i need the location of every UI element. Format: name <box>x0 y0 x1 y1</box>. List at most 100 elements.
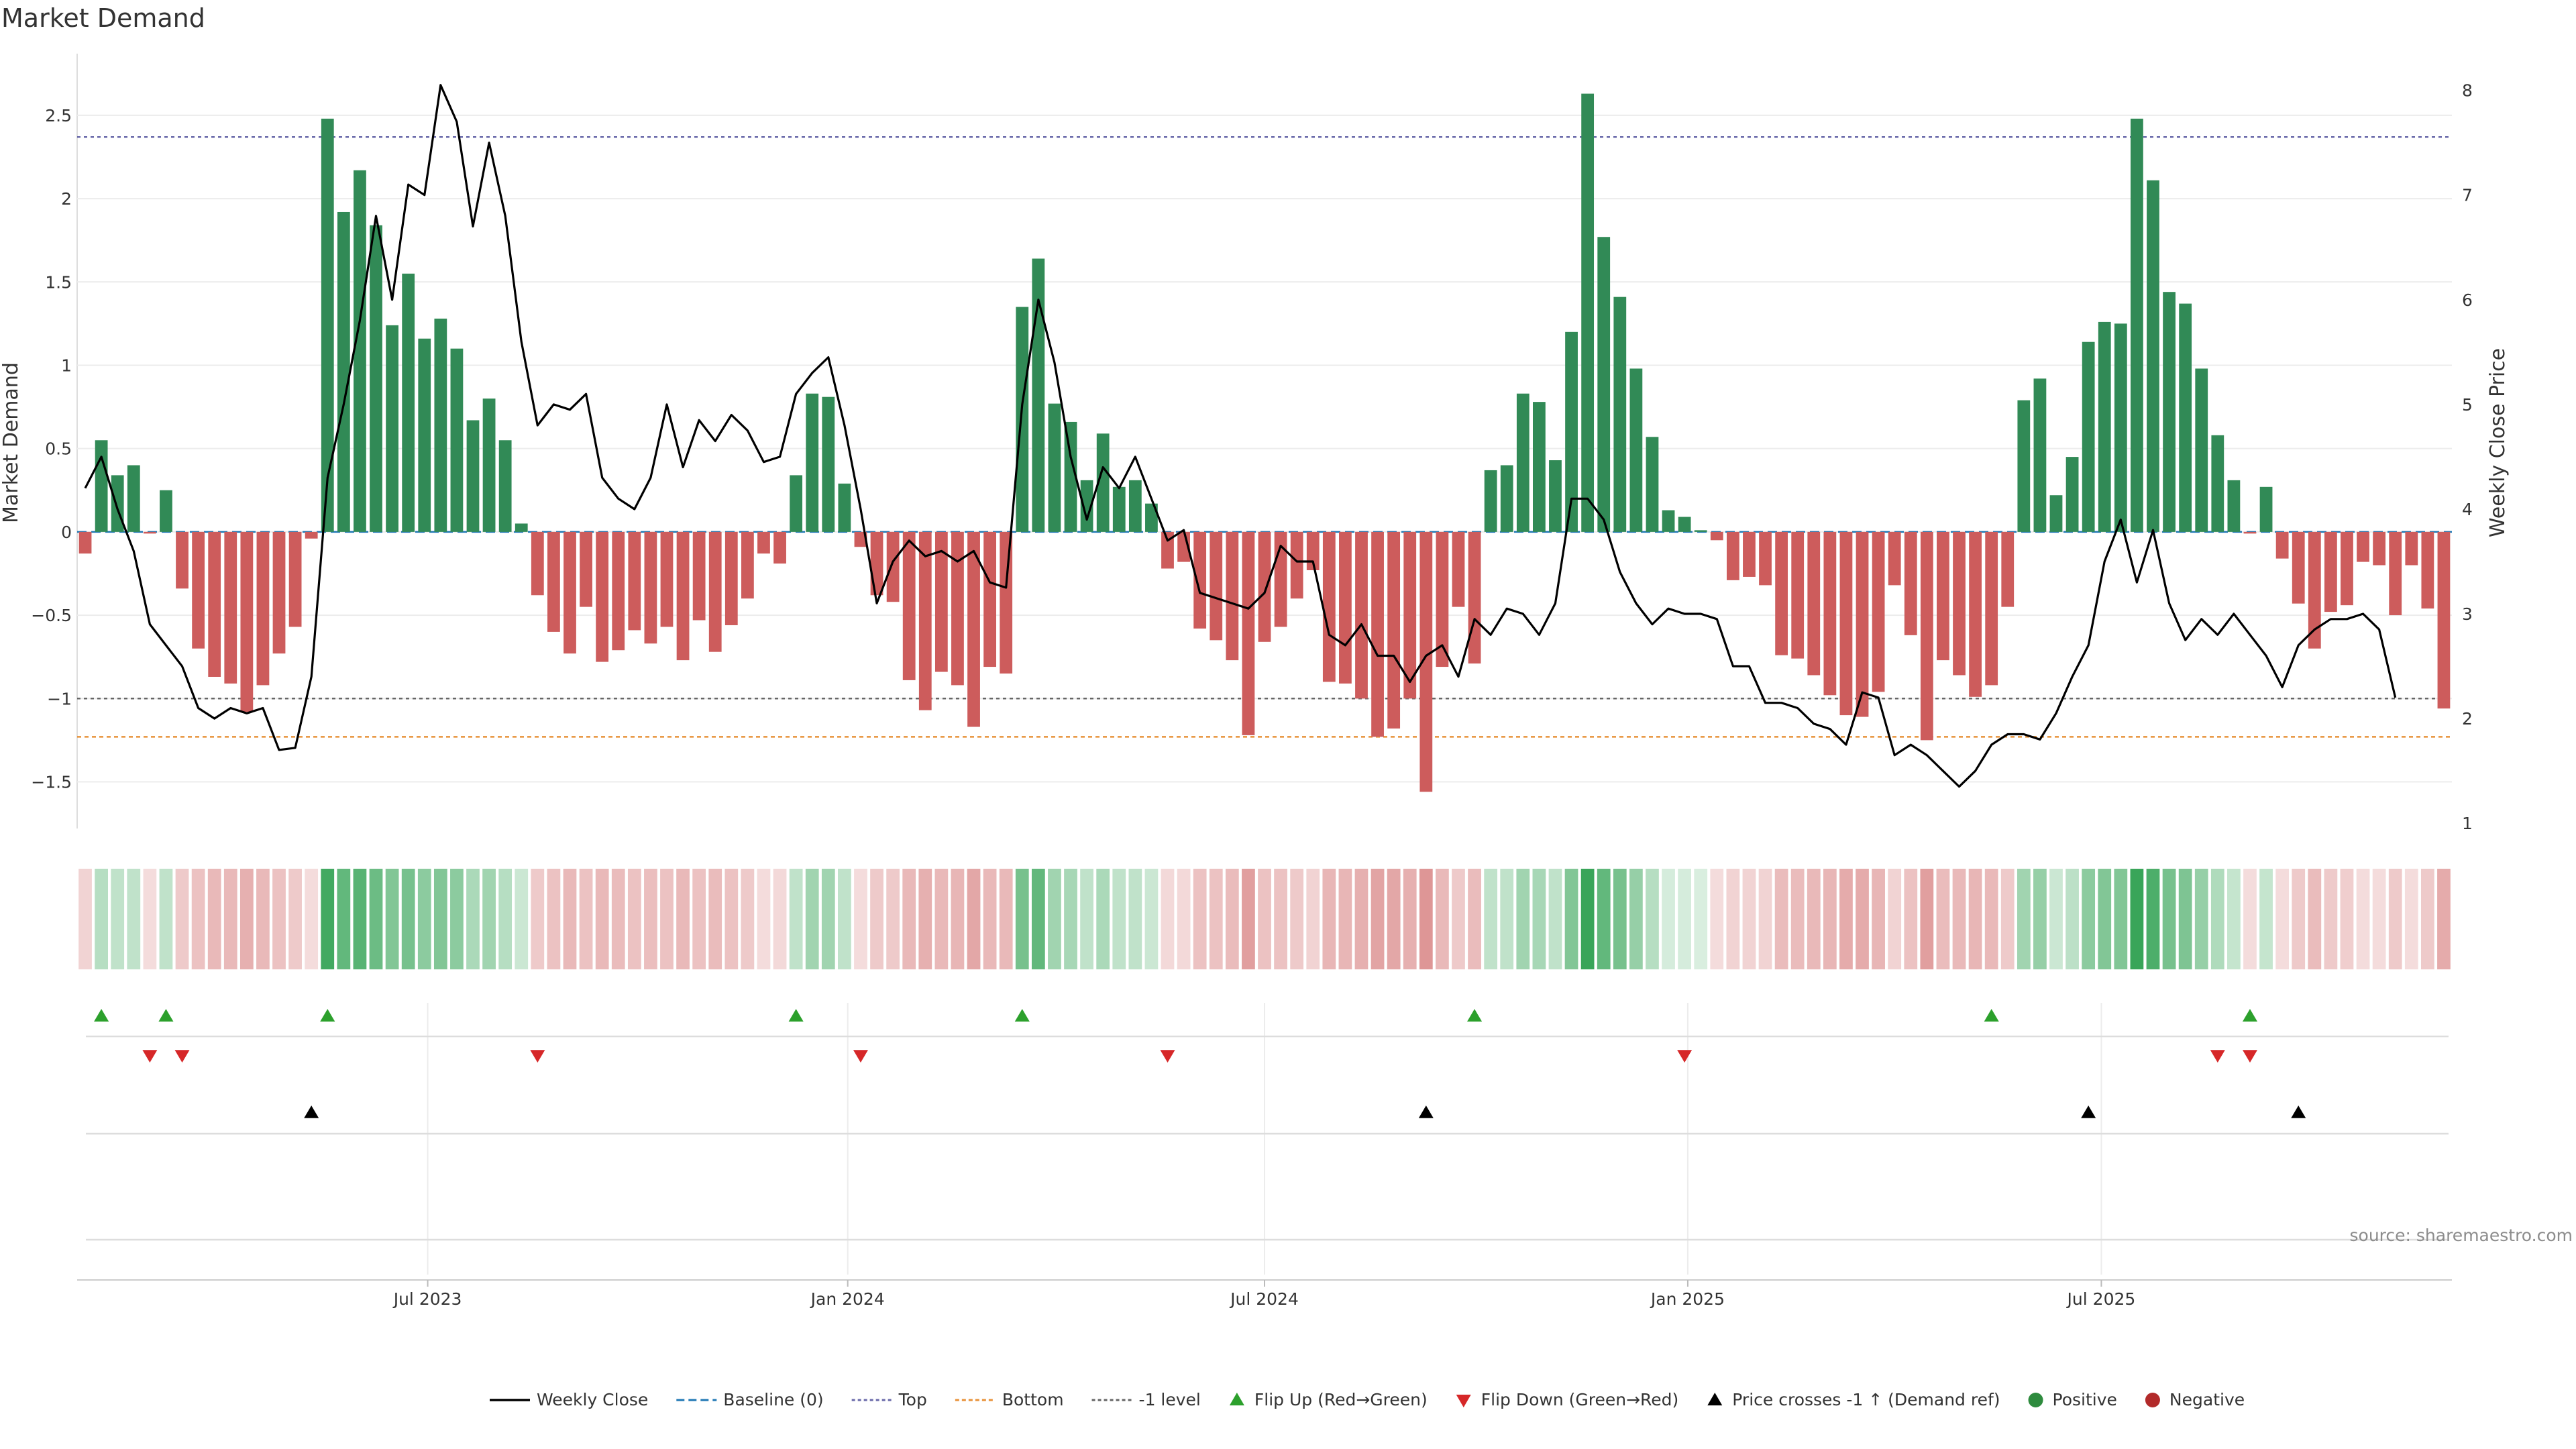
shading-cell <box>821 869 835 969</box>
demand-bar <box>515 523 528 532</box>
shading-cell <box>1112 869 1126 969</box>
demand-bar <box>418 338 431 532</box>
demand-bar <box>1629 368 1643 532</box>
demand-bar <box>1112 486 1126 532</box>
shading-cell <box>159 869 173 969</box>
demand-bar <box>741 531 754 599</box>
legend-triangle-up <box>1707 1393 1723 1405</box>
demand-bar <box>354 170 366 532</box>
demand-bar <box>1726 531 1739 580</box>
demand-bar <box>1419 531 1433 792</box>
demand-bar <box>1549 460 1562 532</box>
demand-bar <box>1646 437 1659 532</box>
price-cross-marker <box>2081 1106 2096 1118</box>
shading-cell <box>1500 869 1514 969</box>
legend-triangle-up <box>1229 1393 1244 1405</box>
demand-bar <box>482 398 496 532</box>
demand-bar <box>1807 531 1821 676</box>
demand-bar <box>2421 531 2434 609</box>
demand-bar <box>822 396 835 532</box>
shading-cell <box>288 869 302 969</box>
demand-bar <box>1403 531 1417 699</box>
shading-cell <box>2308 869 2322 969</box>
shading-cell <box>983 869 997 969</box>
legend-label: Baseline (0) <box>723 1390 823 1409</box>
shading-cell <box>207 869 221 969</box>
shading-cell <box>1403 869 1417 969</box>
shading-cell <box>401 869 415 969</box>
flip-up-marker <box>1984 1009 1999 1022</box>
shading-cell <box>1242 869 1255 969</box>
legend: Weekly Close Baseline (0) Top Bottom -1 leve… <box>490 1390 2245 1409</box>
demand-bar <box>1161 531 1174 569</box>
shading-cell <box>1258 869 1271 969</box>
y-axis-ticks: −1.5 −1 −0.5 0 0.5 1 1.5 2 2.5 <box>31 106 72 792</box>
shading-cell <box>627 869 641 969</box>
gridlines <box>76 54 2452 1281</box>
demand-bar <box>1128 480 1142 532</box>
demand-bar <box>951 531 964 686</box>
shading-cell <box>369 869 383 969</box>
shading-cell <box>466 869 480 969</box>
demand-bar <box>676 531 690 661</box>
demand-bar <box>2114 323 2127 532</box>
shading-cell <box>111 869 125 969</box>
shading-cell <box>2340 869 2354 969</box>
flip-down-marker <box>174 1050 190 1063</box>
demand-bar <box>176 531 189 589</box>
shading-cell <box>2356 869 2370 969</box>
shading-cell <box>2049 869 2063 969</box>
demand-bar <box>886 531 900 602</box>
shading-cell <box>886 869 900 969</box>
legend-item: -1 level <box>1091 1390 1201 1409</box>
demand-bar <box>1145 503 1158 532</box>
shading-cell <box>2275 869 2290 969</box>
shading-cell <box>918 869 932 969</box>
legend-label: Weekly Close <box>537 1390 648 1409</box>
demand-bar <box>1452 531 1465 607</box>
shading-cell <box>2243 869 2257 969</box>
flip-up-marker <box>94 1009 109 1022</box>
shading-cell <box>305 869 319 969</box>
flip-up-marker <box>2242 1009 2257 1022</box>
shading-cell <box>1161 869 1175 969</box>
demand-bar <box>1484 470 1497 532</box>
shading-cell <box>1694 869 1708 969</box>
y2-tick-label: 8 <box>2462 81 2473 101</box>
demand-bar <box>2065 457 2079 532</box>
demand-bar <box>2243 531 2257 534</box>
shading-cell <box>1338 869 1352 969</box>
demand-bar <box>386 325 398 532</box>
demand-bar <box>2195 368 2208 532</box>
demand-bar <box>918 531 932 710</box>
demand-bar <box>2308 531 2321 649</box>
flip-up-marker <box>1014 1009 1030 1022</box>
y-tick-label: −1 <box>47 689 72 708</box>
x-tick-label: Jan 2025 <box>1650 1289 1725 1309</box>
shading-cell <box>433 869 447 969</box>
price-cross-marker <box>1418 1106 1434 1118</box>
shading-cell <box>1968 869 1982 969</box>
demand-bar <box>790 475 803 532</box>
demand-bar <box>870 531 883 596</box>
demand-bar <box>1985 531 1998 686</box>
y-tick-label: 2.5 <box>45 106 72 125</box>
demand-bar <box>1597 237 1611 532</box>
demand-bar <box>1823 531 1837 696</box>
demand-bar <box>208 531 221 677</box>
weekly-close-line <box>84 84 2397 788</box>
demand-bar <box>2275 531 2289 559</box>
shading-cell <box>2388 869 2402 969</box>
reference-lines <box>77 136 2452 738</box>
demand-bar <box>1355 531 1368 699</box>
legend-item: Baseline (0) <box>676 1390 824 1409</box>
price-cross-marker <box>304 1106 319 1118</box>
shading-cell <box>563 869 577 969</box>
demand-bar <box>1920 531 1933 741</box>
legend-item: Negative <box>2145 1390 2245 1409</box>
shading-cell <box>2210 869 2224 969</box>
shading-cell <box>838 869 851 969</box>
demand-bar <box>580 531 592 607</box>
shading-cell <box>1516 869 1530 969</box>
shading-cell <box>1096 869 1110 969</box>
